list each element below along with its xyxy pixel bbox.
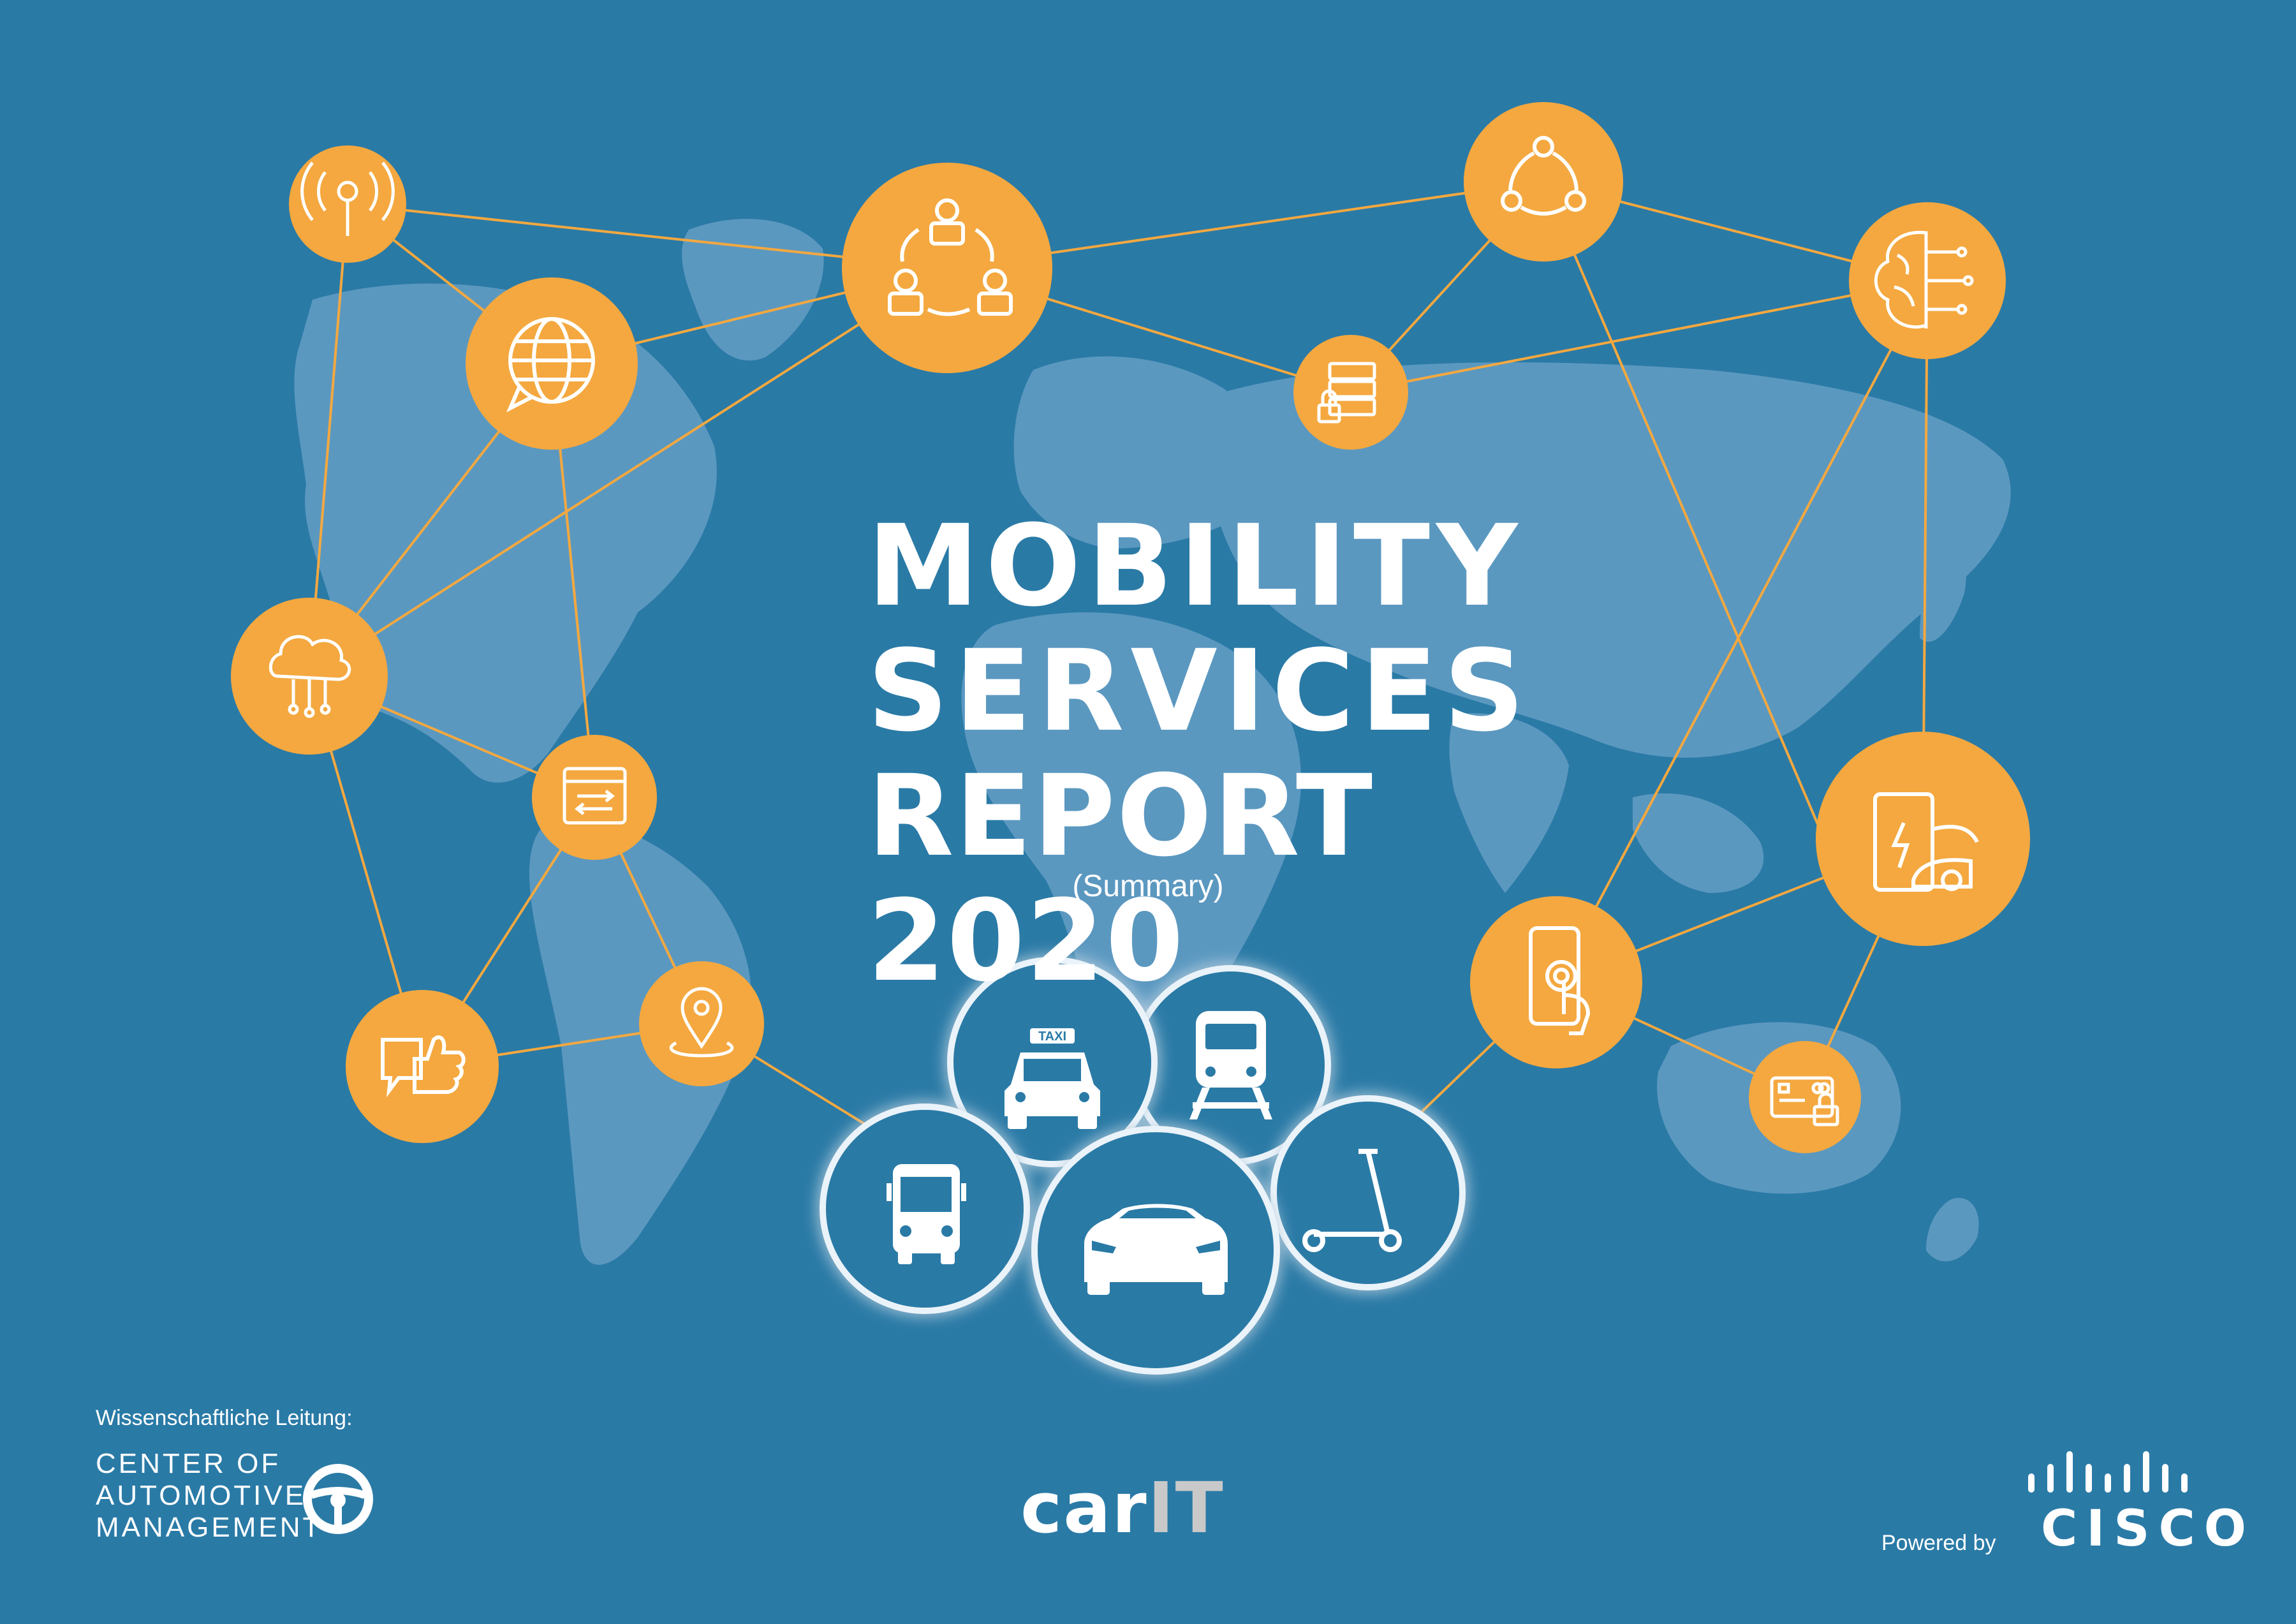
touch-phone-icon — [1529, 926, 1591, 1035]
team-cycle-icon — [888, 198, 1013, 316]
ai-brain-icon — [1874, 230, 1974, 329]
powered-by-label: Powered by — [1881, 1531, 1996, 1555]
node-team-cycle — [842, 163, 1052, 373]
cisco-logo: CISCO — [2041, 1500, 2255, 1558]
node-server — [1293, 335, 1408, 450]
map-southeast-asia — [1633, 793, 1764, 893]
bubble-bus — [820, 1104, 1030, 1314]
antenna-icon — [300, 161, 395, 236]
node-feedback — [346, 990, 499, 1143]
map-europe — [1013, 356, 1263, 549]
globe-chat-icon — [506, 317, 595, 413]
carit-logo: carIT — [1020, 1467, 1225, 1549]
node-card — [1749, 1041, 1861, 1153]
node-ev — [1816, 732, 2030, 946]
cam-line-2: AUTOMOTIVE — [96, 1480, 307, 1511]
node-share — [1464, 102, 1623, 262]
title-line-3: REPORT 2020 — [867, 751, 1374, 1007]
map-india — [1449, 713, 1569, 893]
vehicle-cluster: TAXI — [820, 957, 1466, 1375]
node-globe — [466, 277, 638, 450]
map-japan — [1920, 547, 1966, 642]
server-lock-icon — [1317, 362, 1376, 424]
node-location — [639, 961, 764, 1086]
scientific-lead-label: Wissenschaftliche Leitung: — [96, 1406, 353, 1430]
cloud-computing-icon — [269, 635, 351, 718]
title-line-2: SERVICES — [867, 626, 1531, 757]
map-africa — [961, 612, 1301, 1071]
carit-accent: IT — [1147, 1467, 1225, 1549]
car-icon — [1084, 1204, 1228, 1295]
secure-card-icon — [1770, 1076, 1839, 1126]
share-nodes-icon — [1501, 136, 1586, 216]
node-cloud — [231, 598, 388, 755]
cam-line-3: MANAGEMENT — [96, 1512, 323, 1543]
train-icon — [1189, 1011, 1272, 1119]
taxi-icon: TAXI — [1004, 1028, 1100, 1129]
ev-charging-icon — [1873, 792, 1979, 892]
node-antenna — [289, 145, 406, 263]
node-brain — [1849, 202, 2006, 359]
cisco-bars-icon — [2028, 1451, 2188, 1493]
feedback-like-icon — [381, 1035, 466, 1098]
bubble-scooter — [1270, 1095, 1466, 1290]
subtitle: (Summary) — [1072, 869, 1224, 903]
steering-wheel-icon — [303, 1464, 373, 1534]
bubble-taxi: TAXI — [947, 957, 1158, 1167]
map-greenland — [682, 219, 824, 361]
map-new-zealand — [1926, 1198, 1979, 1262]
carit-main: car — [1020, 1467, 1148, 1549]
network-nodes — [231, 102, 2030, 1153]
bus-icon — [887, 1164, 966, 1264]
report-title: MOBILITY SERVICES REPORT 2020 — [867, 501, 1531, 1007]
node-phone — [1470, 896, 1642, 1068]
map-asia — [1207, 362, 2011, 758]
svg-text:TAXI: TAXI — [1038, 1030, 1066, 1044]
map-south-america — [529, 820, 752, 1265]
cam-line-1: CENTER OF — [96, 1448, 281, 1479]
title-line-1: MOBILITY — [867, 501, 1524, 631]
node-browser — [532, 735, 657, 860]
bubble-car — [1031, 1126, 1280, 1375]
location-pin-icon — [669, 987, 734, 1058]
cam-logo: CENTER OF AUTOMOTIVE MANAGEMENT — [96, 1448, 373, 1544]
scooter-icon — [1302, 1149, 1402, 1252]
browser-exchange-icon — [563, 767, 627, 825]
